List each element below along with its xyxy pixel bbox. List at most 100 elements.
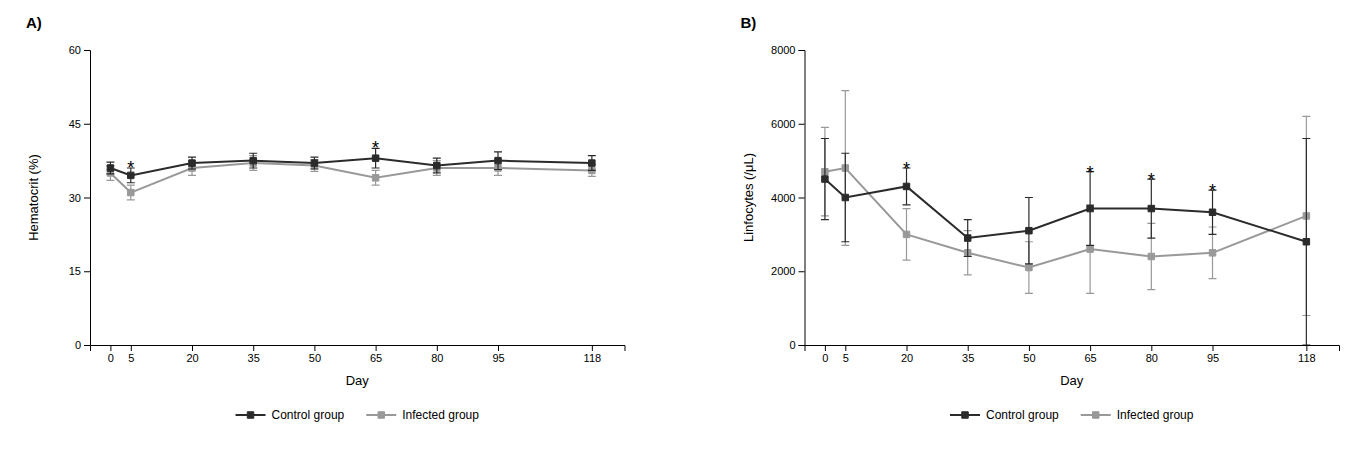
panel-title: A) [26,14,42,31]
error-bar [433,158,441,173]
x-axis-title: Day [346,373,370,388]
x-axis-title: Day [1060,373,1084,388]
legend-label: Control group [986,408,1059,422]
x-tick-mark [131,345,132,351]
x-tick-mark [1151,345,1152,351]
legend-marker [962,412,968,418]
y-tick: 2000 [771,265,804,277]
error-bar [188,157,196,169]
y-axis-line [799,51,806,346]
y-tick: 0 [75,339,90,351]
y-tick: 60 [69,44,90,56]
x-tick-mark [192,345,193,351]
error-bar [821,139,829,220]
x-tick: 20 [901,345,913,364]
x-tick-label: 35 [248,352,260,364]
line [110,163,591,192]
error-bar [106,162,114,174]
y-tick-mark [799,271,805,272]
y-axis: 02000400060008000 [771,44,805,351]
y-tick-mark [799,198,805,199]
annotation: * [1087,163,1094,183]
y-tick: 0 [789,339,804,351]
marker [128,189,134,195]
legend-marker [378,412,384,418]
x-tick-mark [437,345,438,351]
x-tick: 35 [962,345,974,364]
y-tick-label: 15 [69,265,81,277]
y-tick-mark [799,50,805,51]
marker [1087,246,1093,252]
x-tick: 5 [128,345,134,364]
annotation: * [127,158,134,178]
line [110,158,591,175]
x-tick-label: 80 [1146,352,1158,364]
legend-label: Infected group [1117,408,1194,422]
x-tick-mark [845,345,846,351]
y-tick: 45 [69,118,90,130]
x-tick: 95 [492,345,504,364]
legend-item: Control group [236,408,345,422]
x-tick-mark [968,345,969,351]
marker [1209,250,1215,256]
line [825,179,1306,242]
error-bar [588,156,596,171]
figure: 05203550658095118015304560DayHematocrit … [0,0,1369,471]
error-bar [841,91,849,246]
panel: 0520355065809511802000400060008000DayLin… [741,14,1340,422]
marker [495,157,501,163]
error-bar [964,220,972,257]
marker [1209,209,1215,215]
y-tick-mark [84,271,90,272]
error-bar [841,153,849,242]
marker [372,175,378,181]
y-tick-mark [84,124,90,125]
y-axis-title: Hematocrit (%) [26,154,41,241]
legend-label: Control group [272,408,345,422]
series [106,156,595,200]
error-bar [494,152,502,170]
x-tick-mark [1029,345,1030,351]
y-tick-mark [84,50,90,51]
legend-item: Infected group [1081,408,1194,422]
error-bar [1302,139,1310,346]
panel-title: B) [741,14,757,31]
x-axis: 05203550658095118 [91,345,626,364]
y-tick-label: 45 [69,118,81,130]
x-tick-label: 80 [431,352,443,364]
x-tick-mark [110,345,111,351]
marker [842,194,848,200]
error-bar [249,153,257,168]
x-tick-label: 50 [1023,352,1035,364]
x-tick: 5 [843,345,849,364]
x-axis: 05203550658095118 [805,345,1340,364]
y-tick-label: 6000 [771,118,795,130]
marker [589,160,595,166]
error-bar [127,185,135,200]
error-bar [310,157,318,169]
x-tick-label: 5 [843,352,849,364]
marker [822,176,828,182]
error-bar [903,209,911,261]
x-tick-label: 118 [584,352,602,364]
y-tick: 30 [69,192,90,204]
x-axis-line [805,346,1340,352]
x-tick: 118 [1298,345,1316,364]
y-tick-label: 8000 [771,44,795,56]
x-tick-label: 0 [108,352,114,364]
y-tick: 8000 [771,44,804,56]
error-bar [310,160,318,172]
marker [250,157,256,163]
error-bar [372,170,380,185]
x-tick-label: 35 [962,352,974,364]
x-tick-label: 50 [309,352,321,364]
x-tick-mark [498,345,499,351]
marker [1087,205,1093,211]
y-tick: 6000 [771,118,804,130]
x-tick: 0 [822,345,828,364]
annotation: * [1209,181,1216,201]
marker [1148,205,1154,211]
legend-item: Infected group [366,408,479,422]
panel: 05203550658095118015304560DayHematocrit … [26,14,625,422]
y-axis: 0 15 30 45 60 [69,44,91,351]
